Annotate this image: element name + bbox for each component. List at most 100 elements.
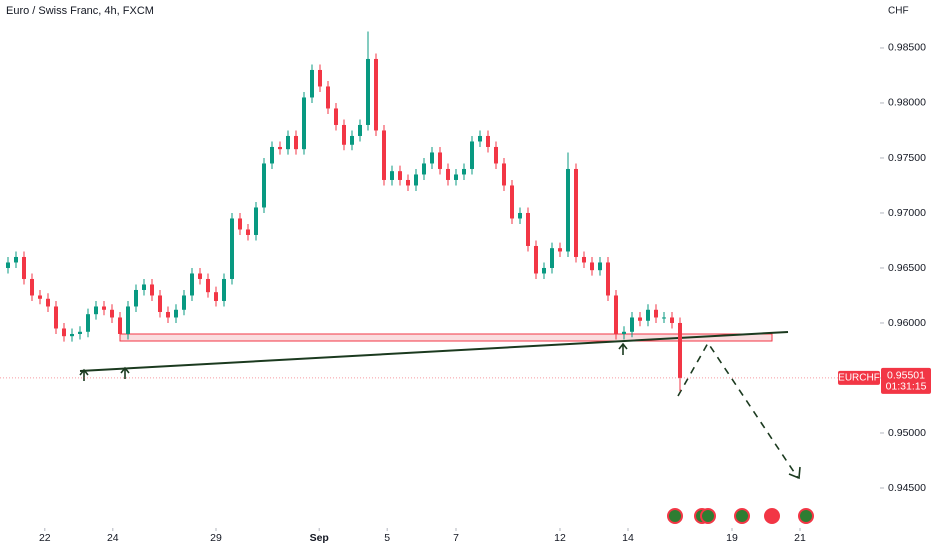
candle-body	[254, 207, 258, 235]
event-icon[interactable]	[798, 508, 814, 524]
candle-body	[518, 212, 522, 219]
candle-body	[110, 309, 114, 318]
swing-arrows	[79, 342, 628, 381]
candle-body	[478, 135, 482, 142]
up-arrow	[79, 368, 89, 381]
candle-body	[374, 58, 378, 131]
event-icon[interactable]	[700, 508, 716, 524]
candle-body	[54, 306, 58, 329]
candle-body	[502, 163, 506, 186]
candle-body	[102, 306, 106, 310]
candle-body	[366, 58, 370, 125]
candle-body	[574, 168, 578, 257]
candle-body	[678, 322, 682, 378]
candle-body	[438, 152, 442, 169]
event-icon[interactable]	[764, 508, 780, 524]
candle-body	[174, 309, 178, 318]
candle-body	[462, 168, 466, 175]
candle-body	[126, 306, 130, 334]
candle-body	[166, 311, 170, 318]
candle-body	[566, 168, 570, 252]
x-tick-label: 24	[107, 532, 119, 544]
candle-body	[222, 278, 226, 301]
candle-body	[302, 97, 306, 150]
x-tick-label: 14	[622, 532, 634, 544]
candle-body	[606, 262, 610, 296]
candle-body	[382, 130, 386, 180]
x-tick-label: 7	[453, 532, 459, 544]
candle-body	[398, 171, 402, 180]
candle-body	[62, 328, 66, 337]
y-tick-label: 0.98000	[888, 97, 926, 109]
candle-body	[486, 135, 490, 147]
candle-body	[582, 256, 586, 263]
x-tick-label: 12	[554, 532, 566, 544]
candle-body	[598, 262, 602, 271]
candle-body	[622, 331, 626, 334]
candle-body	[278, 146, 282, 150]
y-tick-label: 0.95000	[888, 427, 926, 439]
candle-body	[310, 69, 314, 98]
symbol-tag-bg	[838, 370, 880, 385]
candle-body	[430, 152, 434, 164]
candle-body	[262, 163, 266, 208]
candle-body	[206, 278, 210, 293]
candle-body	[158, 295, 162, 312]
candle-body	[334, 108, 338, 125]
candle-body	[638, 317, 642, 321]
chart-title: Euro / Swiss Franc, 4h, FXCM	[6, 5, 154, 17]
candle-body	[662, 317, 666, 319]
candle-body	[414, 174, 418, 186]
candle-body	[30, 278, 34, 296]
x-tick-label: Sep	[310, 532, 329, 544]
candle-body	[78, 331, 82, 334]
y-tick-label: 0.97000	[888, 207, 926, 219]
candle-body	[406, 179, 410, 186]
candle-body	[646, 309, 650, 321]
y-tick-label: 0.97500	[888, 152, 926, 164]
candle-body	[142, 284, 146, 290]
candle-body	[614, 295, 618, 334]
x-tick-label: 19	[726, 532, 738, 544]
candle-body	[358, 124, 362, 136]
candle-body	[550, 248, 554, 268]
candle-body	[14, 256, 18, 263]
currency-label: CHF	[888, 6, 909, 17]
candle-body	[454, 174, 458, 180]
candle-body	[286, 135, 290, 150]
candle-body	[342, 124, 346, 145]
candle-body	[118, 317, 122, 334]
candle-body	[294, 135, 298, 150]
event-icon[interactable]	[667, 508, 683, 524]
event-icons	[667, 508, 814, 524]
y-tick-label: 0.94500	[888, 482, 926, 494]
up-arrow	[618, 342, 628, 355]
y-tick-label: 0.96000	[888, 317, 926, 329]
y-tick-label: 0.98500	[888, 42, 926, 54]
y-tick-label: 0.96500	[888, 262, 926, 274]
candle-body	[326, 86, 330, 109]
candle-body	[150, 284, 154, 296]
x-tick-label: 21	[794, 532, 806, 544]
candle-body	[86, 314, 90, 332]
projection-path	[677, 341, 799, 479]
candle-body	[526, 212, 530, 246]
event-icon[interactable]	[734, 508, 750, 524]
candle-body	[238, 218, 242, 230]
candle-body	[494, 146, 498, 164]
candle-body	[422, 163, 426, 175]
candle-body	[246, 229, 250, 235]
candle-body	[230, 218, 234, 279]
candle-body	[510, 185, 514, 219]
candle-body	[654, 309, 658, 318]
candle-body	[134, 289, 138, 307]
candle-body	[182, 295, 186, 310]
up-arrow	[120, 366, 130, 379]
symbol-tag: EURCHF	[838, 373, 880, 384]
last-price-bg	[881, 367, 931, 394]
candle-body	[630, 317, 634, 332]
x-tick-label: 29	[210, 532, 222, 544]
trend-line	[79, 331, 789, 372]
